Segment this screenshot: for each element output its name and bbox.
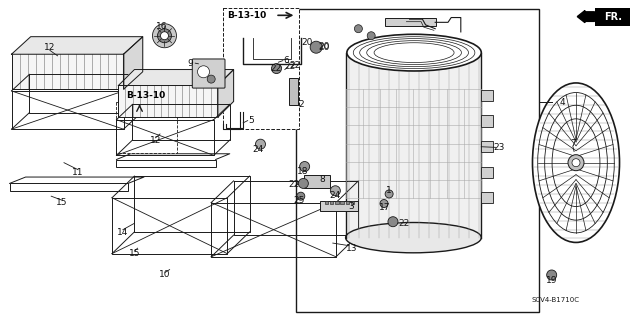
Text: 15: 15: [56, 198, 67, 207]
Ellipse shape: [347, 34, 481, 71]
Circle shape: [367, 32, 375, 40]
Bar: [335, 201, 339, 204]
Circle shape: [298, 178, 308, 189]
Text: 1: 1: [387, 186, 392, 195]
Bar: [12, 54, 124, 89]
Circle shape: [330, 186, 340, 196]
Bar: [481, 167, 493, 178]
Text: 22: 22: [398, 219, 410, 228]
Text: 22: 22: [271, 64, 282, 73]
Text: 17: 17: [379, 204, 390, 212]
Text: FR.: FR.: [604, 11, 622, 22]
Text: 16: 16: [156, 22, 168, 31]
Text: 5: 5: [249, 116, 254, 125]
Circle shape: [255, 139, 266, 149]
Text: 23: 23: [493, 143, 505, 152]
Text: 13: 13: [346, 244, 358, 253]
Circle shape: [385, 190, 393, 198]
Text: 4: 4: [559, 98, 564, 107]
Circle shape: [388, 217, 398, 227]
Text: 8: 8: [319, 175, 324, 184]
Bar: [304, 175, 330, 188]
Circle shape: [568, 155, 584, 171]
Text: 9: 9: [188, 59, 193, 68]
Text: 12: 12: [44, 43, 56, 52]
Text: 20: 20: [301, 38, 313, 47]
Bar: [481, 115, 493, 127]
Polygon shape: [124, 37, 143, 89]
Text: B-13-10: B-13-10: [126, 91, 166, 100]
Bar: [340, 201, 344, 204]
Text: 22: 22: [285, 63, 296, 71]
Text: 2: 2: [298, 100, 303, 109]
Bar: [116, 102, 177, 153]
Polygon shape: [12, 37, 143, 54]
Circle shape: [157, 29, 172, 43]
Polygon shape: [118, 70, 234, 85]
Text: 22: 22: [289, 180, 300, 189]
Ellipse shape: [532, 83, 620, 242]
Text: 6: 6: [284, 56, 289, 65]
Bar: [320, 201, 358, 211]
Circle shape: [297, 192, 305, 200]
Circle shape: [207, 75, 215, 83]
Text: 15: 15: [129, 249, 140, 258]
Text: 25: 25: [293, 197, 305, 205]
Bar: [330, 201, 333, 204]
Bar: [296, 9, 539, 312]
FancyArrow shape: [577, 11, 595, 23]
Text: 24: 24: [252, 145, 264, 154]
Bar: [10, 183, 128, 191]
FancyBboxPatch shape: [595, 8, 630, 26]
Bar: [346, 53, 481, 238]
Circle shape: [152, 24, 177, 48]
Circle shape: [271, 63, 282, 74]
Bar: [223, 8, 299, 129]
Text: 7: 7: [570, 139, 575, 148]
Bar: [481, 90, 493, 101]
FancyBboxPatch shape: [192, 59, 225, 88]
Polygon shape: [218, 70, 234, 117]
Bar: [116, 160, 216, 167]
Bar: [325, 201, 328, 204]
Text: 11: 11: [72, 168, 84, 177]
Bar: [481, 192, 493, 203]
Text: 12: 12: [150, 136, 161, 145]
Text: 24: 24: [330, 191, 341, 200]
Bar: [289, 78, 298, 105]
Circle shape: [300, 161, 310, 172]
Circle shape: [355, 25, 362, 33]
Text: 22: 22: [289, 61, 301, 70]
Text: B-13-10: B-13-10: [227, 11, 266, 20]
Text: 19: 19: [546, 276, 557, 285]
Circle shape: [547, 270, 557, 280]
Text: 20: 20: [319, 42, 330, 51]
Circle shape: [161, 32, 168, 40]
Bar: [385, 18, 436, 26]
Text: SCV4-B1710C: SCV4-B1710C: [531, 297, 580, 303]
Bar: [346, 201, 349, 204]
Ellipse shape: [346, 223, 481, 253]
Circle shape: [572, 159, 580, 167]
Text: 18: 18: [297, 167, 308, 176]
Circle shape: [198, 66, 209, 78]
Circle shape: [310, 41, 322, 53]
Bar: [118, 85, 218, 117]
Bar: [481, 141, 493, 152]
Circle shape: [380, 199, 388, 208]
Text: 20: 20: [319, 43, 330, 52]
Bar: [351, 201, 354, 204]
Text: 14: 14: [117, 228, 129, 237]
Text: 10: 10: [159, 271, 171, 279]
Text: 3: 3: [348, 202, 353, 211]
